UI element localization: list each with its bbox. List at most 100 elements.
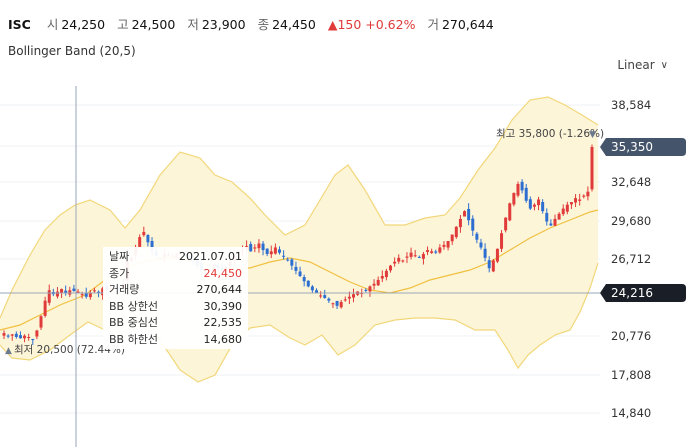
candle-body — [475, 233, 479, 240]
scale-label: Linear — [617, 58, 655, 72]
chevron-down-icon: ∨ — [660, 60, 668, 71]
candle-body — [512, 193, 516, 205]
indicator-label[interactable]: Bollinger Band (20,5) — [8, 44, 136, 58]
candle-body — [76, 291, 80, 293]
last-price-text: 35,350 — [611, 140, 653, 154]
candle-body — [393, 261, 397, 264]
candle-body — [2, 333, 6, 336]
y-tick-label: 20,776 — [611, 329, 651, 343]
open-value: 24,250 — [61, 17, 106, 32]
candle-body — [516, 183, 520, 196]
tooltip-row-date: 날짜 2021.07.01 — [109, 250, 242, 263]
min-price-label: 최저 20,500 (72.44%) — [14, 344, 125, 356]
candle-body — [84, 293, 88, 297]
candle-body — [273, 247, 277, 254]
volume-label: 거 — [427, 17, 439, 32]
scale-selector[interactable]: Linear ∨ — [617, 58, 668, 72]
crosshair-price-badge-bg — [600, 284, 686, 302]
candle-body — [302, 277, 306, 282]
candle-body — [561, 208, 565, 215]
candle-body — [413, 255, 417, 257]
symbol: ISC — [8, 17, 31, 32]
candle-body — [520, 181, 524, 191]
candle-body — [290, 259, 294, 266]
change-value: ▲150 +0.62% — [328, 17, 416, 32]
last-price-badge-bg — [600, 138, 686, 156]
volume-value: 270,644 — [441, 17, 494, 32]
candle-body — [68, 290, 72, 295]
candle-body — [261, 243, 265, 251]
candle-body — [574, 198, 578, 203]
tooltip-row-close: 종가 24,450 — [109, 266, 242, 280]
candle-body — [553, 218, 557, 226]
candle-body — [253, 247, 257, 249]
y-tick-label: 29,680 — [611, 214, 651, 228]
max-price-label: 최고 35,800 (-1.26%) — [496, 128, 604, 140]
candle-body — [298, 271, 302, 277]
change-amount: 150 — [337, 17, 362, 32]
candle-body — [479, 242, 483, 248]
candle-body — [582, 195, 586, 197]
tooltip-row-bb-upper: BB 상한선 30,390 — [109, 299, 242, 313]
candle-body — [545, 212, 549, 222]
candle-body — [257, 243, 261, 249]
candle-body — [88, 292, 92, 298]
candle-body — [491, 260, 495, 272]
candle-body — [471, 218, 475, 231]
bollinger-middle-line — [0, 209, 599, 331]
candle-body — [47, 290, 51, 303]
y-tick-label: 32,648 — [611, 175, 651, 189]
crosshair-tooltip: 날짜 2021.07.01 종가 24,450 거래량 270,644 BB 상한선 3… — [103, 247, 248, 349]
candle-body — [586, 191, 590, 197]
candle-body — [14, 333, 18, 337]
candle-body — [331, 303, 335, 305]
candle-body — [442, 244, 446, 247]
candle-body — [528, 199, 532, 209]
candle-body — [446, 240, 450, 248]
candle-body — [426, 250, 430, 252]
candle-body — [43, 300, 47, 316]
candle-body — [590, 146, 594, 190]
candle-body — [397, 257, 401, 262]
candle-body — [384, 270, 388, 278]
candle-body — [483, 248, 487, 258]
candle-body — [364, 289, 368, 291]
candle-body — [101, 288, 105, 296]
high-label: 고 — [117, 17, 129, 32]
crosshair-price-badge: 24,216 — [600, 284, 686, 302]
candle-body — [549, 223, 553, 226]
candle-body — [434, 251, 438, 253]
low-label: 저 — [187, 17, 199, 32]
candle-body — [64, 290, 68, 293]
candle-body — [265, 248, 269, 254]
candle-body — [335, 300, 339, 306]
candle-body — [508, 203, 512, 221]
candle-body — [92, 290, 96, 292]
candle-body — [372, 283, 376, 286]
candle-body — [343, 299, 347, 301]
tooltip-row-bb-lower: BB 하한선 14,680 — [109, 332, 242, 346]
y-tick-label: 26,712 — [611, 252, 651, 266]
candle-body — [35, 330, 39, 337]
candle-body — [72, 288, 76, 291]
candle-body — [430, 251, 434, 253]
up-arrow-icon: ▲ — [5, 346, 12, 356]
candle-body — [142, 231, 146, 236]
quote-header: ISC 시 24,250 고 24,500 저 23,900 종 24,450 ▲150… — [8, 14, 502, 33]
candle-body — [31, 339, 35, 341]
candle-body — [319, 295, 323, 297]
candle-body — [368, 286, 372, 292]
bollinger-upper-line — [0, 96, 599, 319]
candle-body — [463, 211, 467, 217]
candle-body — [60, 288, 64, 293]
tooltip-row-volume: 거래량 270,644 — [109, 283, 242, 296]
last-price-badge: 35,350 — [600, 138, 686, 156]
candle-body — [80, 294, 84, 296]
y-tick-label: 14,840 — [611, 406, 651, 420]
candle-body — [458, 218, 462, 228]
candle-body — [405, 256, 409, 258]
candle-body — [578, 199, 582, 201]
candle-body — [249, 244, 253, 252]
candle-body — [454, 226, 458, 238]
